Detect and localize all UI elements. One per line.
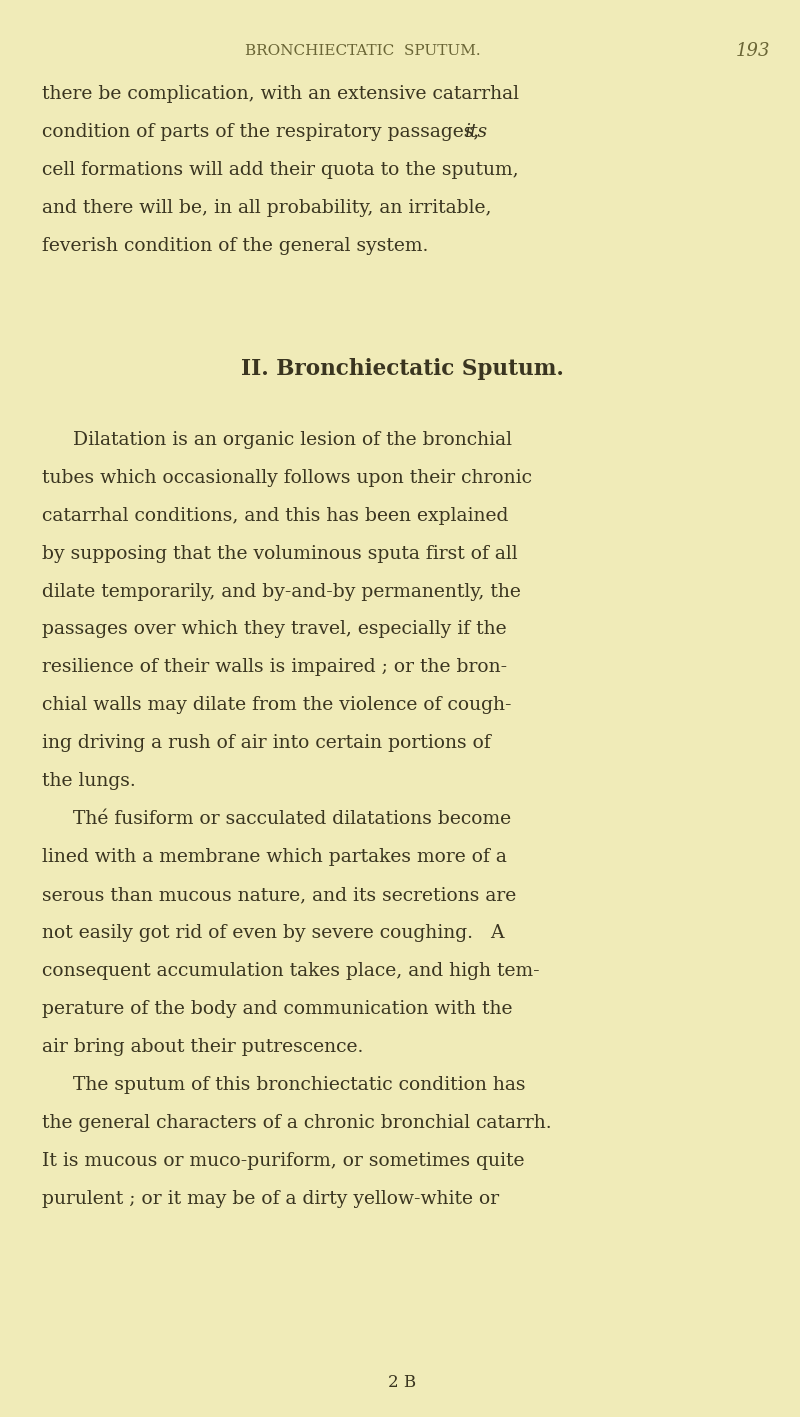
Text: resilience of their walls is impaired ; or the bron-: resilience of their walls is impaired ; … <box>42 659 507 676</box>
Text: tubes which occasionally follows upon their chronic: tubes which occasionally follows upon th… <box>42 469 533 486</box>
Text: II. Bronchiectatic Sputum.: II. Bronchiectatic Sputum. <box>241 359 564 380</box>
Text: the lungs.: the lungs. <box>42 772 136 791</box>
Text: the general characters of a chronic bronchial catarrh.: the general characters of a chronic bron… <box>42 1114 552 1132</box>
Text: air bring about their putrescence.: air bring about their putrescence. <box>42 1039 364 1056</box>
Text: Thé fusiform or sacculated dilatations become: Thé fusiform or sacculated dilatations … <box>73 811 511 829</box>
Text: lined with a membrane which partakes more of a: lined with a membrane which partakes mor… <box>42 849 507 866</box>
Text: and there will be, in all probability, an irritable,: and there will be, in all probability, a… <box>42 198 492 217</box>
Text: ing driving a rush of air into certain portions of: ing driving a rush of air into certain p… <box>42 734 491 752</box>
Text: chial walls may dilate from the violence of cough-: chial walls may dilate from the violence… <box>42 696 512 714</box>
Text: by supposing that the voluminous sputa first of all: by supposing that the voluminous sputa f… <box>42 544 518 563</box>
Text: The sputum of this bronchiectatic condition has: The sputum of this bronchiectatic condit… <box>73 1076 526 1094</box>
Text: BRONCHIECTATIC  SPUTUM.: BRONCHIECTATIC SPUTUM. <box>245 44 480 58</box>
Text: 193: 193 <box>736 43 770 60</box>
Text: passages over which they travel, especially if the: passages over which they travel, especia… <box>42 621 507 639</box>
Text: cell formations will add their quota to the sputum,: cell formations will add their quota to … <box>42 162 519 179</box>
Text: condition of parts of the respiratory passages,: condition of parts of the respiratory pa… <box>42 123 486 142</box>
Text: 2 B: 2 B <box>388 1374 417 1391</box>
Text: its: its <box>464 123 487 142</box>
Text: purulent ; or it may be of a dirty yellow-white or: purulent ; or it may be of a dirty yello… <box>42 1190 499 1209</box>
Text: Dilatation is an organic lesion of the bronchial: Dilatation is an organic lesion of the b… <box>73 431 512 449</box>
Text: perature of the body and communication with the: perature of the body and communication w… <box>42 1000 513 1019</box>
Text: It is mucous or muco-puriform, or sometimes quite: It is mucous or muco-puriform, or someti… <box>42 1152 525 1170</box>
Text: there be complication, with an extensive catarrhal: there be complication, with an extensive… <box>42 85 519 103</box>
Text: serous than mucous nature, and its secretions are: serous than mucous nature, and its secre… <box>42 886 517 904</box>
Text: consequent accumulation takes place, and high tem-: consequent accumulation takes place, and… <box>42 962 540 981</box>
Text: not easily got rid of even by severe coughing.   A: not easily got rid of even by severe cou… <box>42 924 505 942</box>
Text: dilate temporarily, and by-and-by permanently, the: dilate temporarily, and by-and-by perman… <box>42 582 522 601</box>
Text: catarrhal conditions, and this has been explained: catarrhal conditions, and this has been … <box>42 506 509 524</box>
Text: feverish condition of the general system.: feverish condition of the general system… <box>42 237 429 255</box>
